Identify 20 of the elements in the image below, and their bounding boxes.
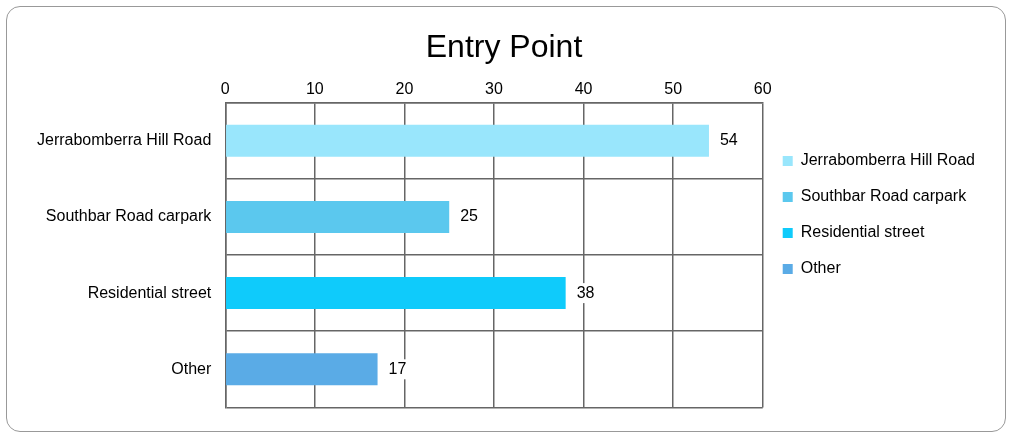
chart-title: Entry Point (425, 28, 583, 65)
y-tick-label: Residential street (87, 283, 212, 301)
data-label: 25 (460, 207, 479, 225)
x-tick-label: 40 (574, 80, 593, 98)
y-tick-label: Southbar Road carpark (45, 207, 213, 225)
x-tick-label: 0 (220, 80, 230, 98)
x-tick-label: 60 (753, 80, 772, 98)
x-tick-label: 50 (664, 80, 683, 98)
legend-label: Other (800, 259, 842, 277)
y-tick-label: Other (171, 359, 212, 377)
legend-label: Residential street (800, 223, 925, 241)
legend-label: Jerrabomberra Hill Road (800, 151, 976, 169)
data-label: 17 (388, 359, 407, 377)
y-tick-label: Jerrabomberra Hill Road (36, 131, 212, 149)
data-label: 38 (576, 283, 595, 301)
legend-label: Southbar Road carpark (800, 187, 968, 205)
x-tick-label: 30 (485, 80, 503, 98)
data-label: 54 (719, 131, 738, 149)
x-tick-label: 10 (305, 80, 324, 98)
x-tick-label: 20 (395, 80, 414, 98)
